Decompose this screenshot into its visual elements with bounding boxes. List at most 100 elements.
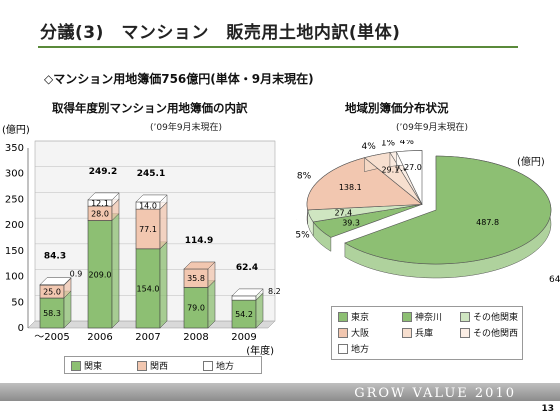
footer-band (0, 383, 560, 401)
bar-chart: 0 50 100 150 200 250 300 350 (億円) 58.3 25.0 0.9 84.3… (2, 123, 281, 357)
bar-total-label: 84.3 (44, 252, 66, 262)
legend-swatch (338, 311, 348, 322)
pie-value-label: 138.1 (339, 183, 362, 192)
bar-legend-item-chiho: 地方 (203, 359, 234, 372)
bar-segment-side (159, 241, 168, 329)
bar-segment-side (159, 201, 168, 250)
pie-value-label: 29.1 (381, 166, 399, 175)
footer-brand: GROW VALUE 2010 (354, 386, 516, 401)
pie-legend-item-osaka: 大阪 (338, 326, 369, 339)
bar-legend-item-kansai: 関西 (137, 359, 168, 372)
bar-segment-side (207, 279, 216, 329)
pie-value-label: 27.4 (334, 209, 352, 218)
pie-legend-item-other-kansai: その他関西 (460, 326, 518, 339)
y-tick-label: 350 (5, 143, 24, 154)
bar-legend-item-kanto: 関東 (71, 359, 102, 372)
bar-segment-top (231, 288, 264, 297)
bar-data-label: 25.0 (43, 288, 61, 297)
legend-swatch (71, 360, 81, 371)
bar-segment (231, 299, 257, 329)
legend-label: 兵庫 (415, 329, 434, 339)
bar-segment (183, 287, 209, 329)
bar-data-label: 79.0 (187, 304, 205, 313)
bar-segment-top (87, 192, 120, 201)
pie-slice (395, 150, 423, 205)
legend-label: 大阪 (351, 329, 370, 339)
pie-legend-item-tokyo: 東京 (338, 310, 369, 323)
bar-segment (231, 295, 257, 301)
y-tick-label: 100 (5, 272, 24, 283)
pie-value-label: 7.0 (395, 164, 408, 173)
page-title: 分議(3) マンション 販売用土地内訳(単体) (40, 23, 401, 43)
legend-swatch (137, 360, 147, 371)
x-tick-label: 2007 (135, 332, 160, 343)
legend-label: 関西 (150, 362, 169, 372)
bar-data-label: 54.2 (235, 310, 253, 319)
y-axis-label: (億円) (2, 123, 30, 136)
bar-data-label: 0.9 (70, 270, 83, 279)
y-tick-label: 50 (11, 297, 24, 308)
bar-total-label: 249.2 (89, 167, 117, 177)
bar-data-label: 35.8 (187, 274, 205, 283)
bar-total-label: 114.9 (185, 236, 213, 246)
bar-segment-top (39, 277, 72, 285)
title-underline (38, 46, 518, 48)
legend-swatch (460, 311, 470, 322)
legend-swatch (338, 343, 348, 354)
pie-percent-label: 18% (296, 171, 312, 181)
pie-percent-label: 5% (296, 231, 310, 241)
legend-swatch (460, 327, 470, 338)
bar-data-label: 209.0 (89, 270, 112, 279)
legend-swatch (402, 327, 412, 338)
pie-value-label: 39.3 (342, 218, 360, 227)
bar-data-label: 154.0 (137, 284, 160, 293)
pie-legend-item-other-kanto: その他関東 (460, 310, 518, 323)
pie-legend-item-hyogo: 兵庫 (402, 326, 433, 339)
bar-data-label: 8.2 (268, 287, 281, 296)
bar-segment (87, 220, 113, 329)
pie-slice (344, 155, 552, 265)
legend-swatch (338, 327, 348, 338)
y-tick-label: 200 (5, 220, 24, 231)
bar-data-label: 58.3 (43, 309, 61, 318)
bar-segment-top (135, 194, 168, 203)
x-tick-label: 〜2005 (34, 332, 69, 343)
pie-legend-item-chiho: 地方 (338, 342, 369, 355)
bar-chart-title: 取得年度別マンション用地簿価の内訳 (52, 101, 248, 115)
legend-label: その他関西 (473, 329, 519, 339)
legend-swatch (203, 360, 213, 371)
bar-chart-note: (’09年9月末現在) (150, 123, 223, 133)
legend-label: 神奈川 (415, 313, 443, 323)
bar-data-label: 28.0 (91, 209, 109, 218)
legend-label: その他関東 (473, 313, 519, 323)
pie-chart-note: (’09年9月末現在) (396, 123, 469, 133)
page-number: 13 (541, 404, 554, 414)
x-tick-label: 2008 (183, 332, 208, 343)
pie-chart: 487.8 64% 39.3 5% 27.4 4% 138.1 18% 29.1 4% 7.0 1% 2… (296, 140, 560, 285)
bar-segment-side (111, 212, 120, 329)
pie-percent-label: 4% (400, 140, 415, 147)
y-tick-label: 300 (5, 169, 24, 180)
legend-label: 東京 (351, 313, 370, 323)
pie-chart-title: 地域別簿価分布状況 (345, 101, 449, 115)
pie-value-label: 27.0 (404, 163, 422, 172)
bar-legend: 関東 関西 地方 (64, 356, 262, 374)
pie-legend: 東京 神奈川 その他関東 大阪 兵庫 その他関西 地方 (331, 306, 523, 360)
x-axis-label: (年度) (246, 344, 274, 357)
y-tick-label: 250 (5, 194, 24, 205)
bar-total-label: 62.4 (236, 263, 258, 273)
pie-slice (306, 157, 423, 211)
pie-percent-label: 1% (381, 140, 396, 149)
x-tick-label: 2009 (231, 332, 256, 343)
bar-segment (135, 248, 161, 329)
bar-data-label: 12.1 (91, 199, 109, 208)
pie-percent-label: 4% (362, 142, 377, 152)
summary-text: ◇マンション用地簿価756億円(単体・9月末現在) (44, 72, 314, 86)
pie-percent-label: 64% (549, 275, 560, 285)
pie-percent-label: 4% (296, 214, 297, 224)
legend-label: 地方 (351, 345, 370, 355)
pie-value-label: 487.8 (476, 218, 499, 227)
legend-label: 関東 (84, 362, 103, 372)
bar-total-label: 245.1 (137, 169, 165, 179)
legend-swatch (402, 311, 412, 322)
